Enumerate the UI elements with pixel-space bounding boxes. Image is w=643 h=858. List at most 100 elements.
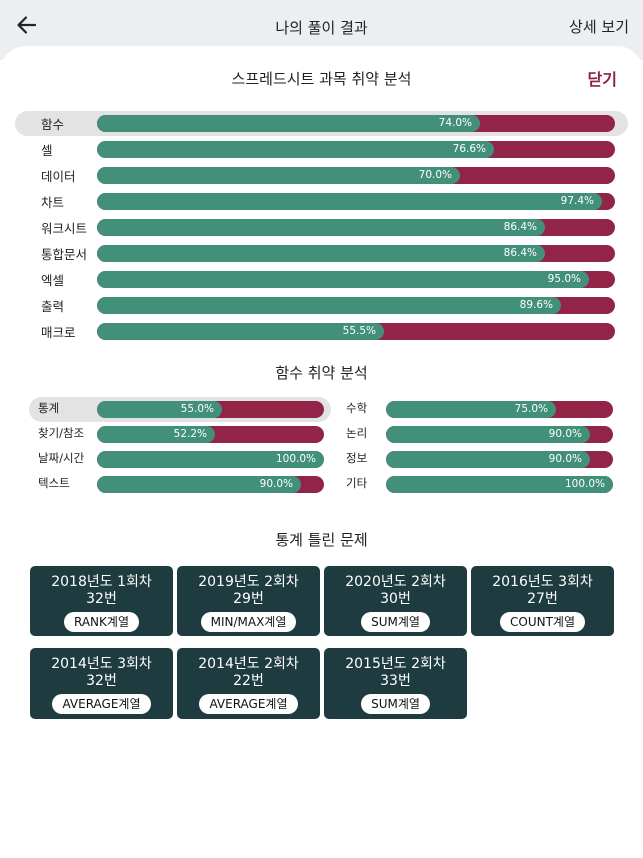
category-label[interactable]: 통합문서: [41, 247, 88, 262]
tag-wrapper: COUNT계열: [471, 611, 614, 632]
score-bar[interactable]: 97.4%: [97, 193, 615, 210]
correct-rate-value: 76.6%: [452, 143, 486, 155]
exam-round-label: 2020년도 2회차: [345, 574, 446, 590]
score-bar[interactable]: 70.0%: [97, 167, 615, 184]
category-label[interactable]: 기타: [346, 476, 368, 490]
correct-rate-fill: [386, 426, 590, 443]
category-label[interactable]: 데이터: [41, 169, 76, 184]
exam-round-label: 2015년도 2회차: [345, 656, 446, 672]
function-type-tag: AVERAGE계열: [52, 694, 151, 714]
correct-rate-value: 55.0%: [180, 403, 214, 415]
score-bar[interactable]: 74.0%: [97, 115, 615, 132]
exam-round-label: 2014년도 3회차: [51, 656, 152, 672]
score-bar[interactable]: 90.0%: [386, 451, 613, 468]
category-label[interactable]: 함수: [41, 117, 65, 132]
function-type-tag: AVERAGE계열: [199, 694, 298, 714]
correct-rate-value: 74.0%: [438, 117, 472, 129]
category-label[interactable]: 워크시트: [41, 221, 88, 236]
correct-rate-value: 90.0%: [548, 428, 582, 440]
score-bar[interactable]: 76.6%: [97, 141, 615, 158]
question-number: 33번: [380, 673, 411, 689]
correct-rate-fill: [97, 193, 602, 210]
correct-rate-fill: [97, 323, 384, 340]
wrong-question-card[interactable]: 2020년도 2회차 30번 SUM계열: [324, 566, 467, 636]
function-type-tag: SUM계열: [361, 694, 430, 714]
question-number: 32번: [86, 673, 117, 689]
score-bar[interactable]: 100.0%: [97, 451, 324, 468]
correct-rate-value: 52.2%: [173, 428, 207, 440]
score-bar[interactable]: 52.2%: [97, 426, 324, 443]
wrong-question-card[interactable]: 2016년도 3회차 27번 COUNT계열: [471, 566, 614, 636]
score-bar[interactable]: 55.5%: [97, 323, 615, 340]
question-number: 30번: [380, 591, 411, 607]
correct-rate-fill: [97, 141, 494, 158]
score-bar[interactable]: 75.0%: [386, 401, 613, 418]
question-number: 27번: [527, 591, 558, 607]
correct-rate-fill: [386, 476, 613, 493]
correct-rate-value: 89.6%: [519, 299, 553, 311]
function-type-tag: RANK계열: [64, 612, 139, 632]
correct-rate-fill: [97, 401, 222, 418]
score-bar[interactable]: 90.0%: [97, 476, 324, 493]
tag-wrapper: AVERAGE계열: [30, 693, 173, 714]
arrow-left-icon: [17, 16, 37, 34]
exam-round-label: 2018년도 1회차: [51, 574, 152, 590]
page-title: 나의 풀이 결과: [275, 19, 368, 37]
back-button[interactable]: [14, 12, 40, 38]
score-bar[interactable]: 86.4%: [97, 219, 615, 236]
correct-rate-value: 100.0%: [275, 453, 316, 465]
category-label[interactable]: 차트: [41, 195, 65, 210]
category-label[interactable]: 찾기/참조: [38, 426, 85, 440]
sheet-title: 스프레드시트 과목 취약 분석: [231, 70, 412, 88]
category-label[interactable]: 매크로: [41, 325, 76, 340]
detail-view-button[interactable]: 상세 보기: [569, 18, 629, 36]
category-label[interactable]: 통계: [38, 401, 60, 415]
tag-wrapper: RANK계열: [30, 611, 173, 632]
wrong-question-card[interactable]: 2014년도 3회차 32번 AVERAGE계열: [30, 648, 173, 719]
category-label[interactable]: 텍스트: [38, 476, 70, 490]
wrong-question-card[interactable]: 2019년도 2회차 29번 MIN/MAX계열: [177, 566, 320, 636]
category-label[interactable]: 엑셀: [41, 273, 65, 288]
score-bar[interactable]: 100.0%: [386, 476, 613, 493]
correct-rate-fill: [97, 297, 561, 314]
category-label[interactable]: 수학: [346, 401, 368, 415]
tag-wrapper: AVERAGE계열: [177, 693, 320, 714]
question-number: 29번: [233, 591, 264, 607]
function-type-tag: SUM계열: [361, 612, 430, 632]
function-type-tag: MIN/MAX계열: [200, 612, 297, 632]
correct-rate-value: 75.0%: [514, 403, 548, 415]
category-label[interactable]: 출력: [41, 299, 65, 314]
correct-rate-value: 86.4%: [503, 221, 537, 233]
correct-rate-fill: [97, 219, 545, 236]
exam-round-label: 2016년도 3회차: [492, 574, 593, 590]
score-bar[interactable]: 89.6%: [97, 297, 615, 314]
category-label[interactable]: 날짜/시간: [38, 451, 85, 465]
correct-rate-value: 95.0%: [547, 273, 581, 285]
correct-rate-fill: [97, 451, 324, 468]
correct-rate-fill: [386, 451, 590, 468]
question-number: 22번: [233, 673, 264, 689]
score-bar[interactable]: 55.0%: [97, 401, 324, 418]
score-bar[interactable]: 90.0%: [386, 426, 613, 443]
score-bar[interactable]: 95.0%: [97, 271, 615, 288]
close-button[interactable]: 닫기: [587, 70, 617, 89]
wrong-question-card[interactable]: 2018년도 1회차 32번 RANK계열: [30, 566, 173, 636]
category-label[interactable]: 정보: [346, 451, 368, 465]
correct-rate-fill: [97, 245, 545, 262]
correct-rate-fill: [97, 115, 480, 132]
category-label[interactable]: 셀: [41, 143, 53, 158]
correct-rate-fill: [97, 271, 589, 288]
correct-rate-value: 100.0%: [564, 478, 605, 490]
correct-rate-fill: [386, 401, 556, 418]
correct-rate-value: 97.4%: [560, 195, 594, 207]
category-label[interactable]: 논리: [346, 426, 368, 440]
exam-round-label: 2014년도 2회차: [198, 656, 299, 672]
score-bar[interactable]: 86.4%: [97, 245, 615, 262]
wrong-section-title: 통계 틀린 문제: [275, 531, 368, 549]
wrong-question-card[interactable]: 2015년도 2회차 33번 SUM계열: [324, 648, 467, 719]
function-section-title: 함수 취약 분석: [275, 364, 368, 382]
exam-round-label: 2019년도 2회차: [198, 574, 299, 590]
wrong-question-card[interactable]: 2014년도 2회차 22번 AVERAGE계열: [177, 648, 320, 719]
tag-wrapper: SUM계열: [324, 693, 467, 714]
correct-rate-value: 55.5%: [342, 325, 376, 337]
